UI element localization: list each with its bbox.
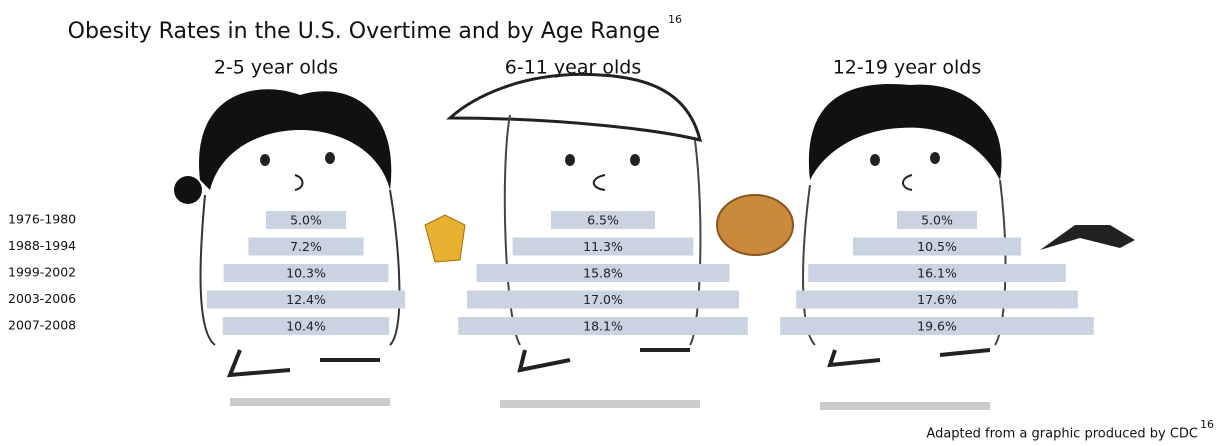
bar xyxy=(476,264,730,282)
decoration xyxy=(174,72,1135,410)
bar xyxy=(551,211,655,229)
value-label: 7.2% xyxy=(290,239,322,254)
value-label: 6.5% xyxy=(587,213,619,228)
value-label: 11.3% xyxy=(583,239,623,254)
value-label: 5.0% xyxy=(290,213,322,228)
value-label: 5.0% xyxy=(921,213,953,228)
value-label: 10.5% xyxy=(917,239,957,254)
bar xyxy=(512,237,694,256)
value-label: 15.8% xyxy=(583,266,623,281)
bar xyxy=(266,211,346,229)
row-label: 1988-1994 xyxy=(8,238,76,253)
bar xyxy=(248,237,364,256)
bar xyxy=(853,237,1021,256)
row-label: 1999-2002 xyxy=(8,265,76,280)
bar xyxy=(808,264,1066,282)
bar xyxy=(206,290,406,309)
row-label: 2007-2008 xyxy=(8,318,76,333)
panel-title: 6-11 year olds xyxy=(505,57,641,79)
value-label: 17.0% xyxy=(583,292,623,307)
bar xyxy=(897,211,977,229)
value-label: 10.4% xyxy=(286,319,326,334)
bar xyxy=(223,264,389,282)
bar xyxy=(796,290,1078,309)
bar xyxy=(458,317,748,335)
value-label: 16.1% xyxy=(917,266,957,281)
value-label: 12.4% xyxy=(286,292,326,307)
chart-title: Obesity Rates in the U.S. Overtime and b… xyxy=(68,19,660,44)
title-note: 16 xyxy=(668,13,682,26)
panel-title: 2-5 year olds xyxy=(214,57,338,79)
panel-title: 12-19 year olds xyxy=(833,57,982,79)
value-label: 18.1% xyxy=(583,319,623,334)
bar xyxy=(467,290,739,309)
source: Adapted from a graphic produced by CDC xyxy=(926,427,1198,442)
value-label: 17.6% xyxy=(917,292,957,307)
value-label: 19.6% xyxy=(917,319,957,334)
source-note: 16 xyxy=(1200,418,1214,431)
row-label: 1976-1980 xyxy=(8,212,76,227)
bar xyxy=(780,317,1094,335)
value-label: 10.3% xyxy=(286,266,326,281)
bar xyxy=(222,317,390,335)
row-label: 2003-2006 xyxy=(8,291,76,306)
